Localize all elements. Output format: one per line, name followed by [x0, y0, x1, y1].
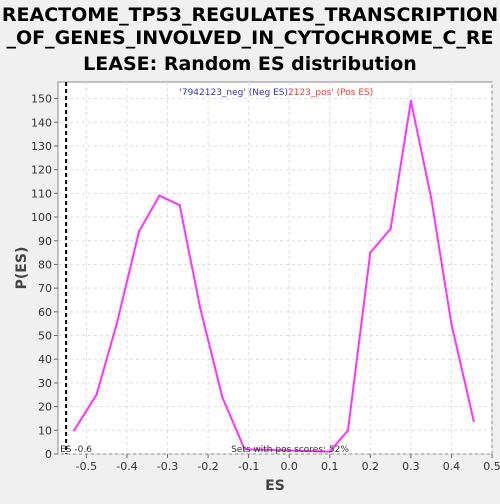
y-tick-label: 110: [31, 187, 52, 200]
data-point: [472, 419, 475, 423]
y-tick-label: 0: [45, 448, 52, 461]
data-point: [328, 450, 331, 453]
y-axis-label: P(ES): [14, 247, 30, 290]
y-tick-label: 90: [38, 235, 52, 248]
chart-title-line-2: _OF_GENES_INVOLVED_IN_CYTOCHROME_C_RE: [6, 27, 493, 49]
data-point: [450, 322, 453, 325]
data-point: [409, 99, 413, 103]
axis-ticks: -0.5 -0.4 -0.3 -0.2 -0.1 0.0 0.1 0.2 0.3 0.4 0.5 0 1…: [31, 93, 500, 473]
y-tick-label: 150: [31, 93, 52, 106]
y-tick-label: 80: [38, 258, 52, 271]
y-tick-label: 50: [38, 330, 52, 343]
x-tick-label: -0.4: [116, 460, 137, 473]
y-tick-label: 100: [31, 211, 52, 224]
y-tick-label: 120: [31, 164, 52, 177]
chart-title-line-3: LEASE: Random ES distribution: [83, 53, 417, 75]
y-tick-label: 30: [38, 377, 52, 390]
data-point: [369, 251, 372, 254]
data-point: [389, 227, 392, 231]
y-tick-label: 130: [31, 140, 52, 153]
x-tick-label: -0.3: [157, 460, 178, 473]
x-tick-label: 0.0: [280, 460, 298, 473]
x-tick-label: -0.2: [197, 460, 218, 473]
legend-neg-es: '7942123_neg' (Neg ES): [179, 88, 288, 98]
y-tick-label: 70: [38, 282, 52, 295]
y-tick-label: 140: [31, 116, 52, 129]
y-tick-label: 10: [38, 424, 52, 437]
legend-pos-es: 2123_pos' (Pos ES): [288, 88, 373, 98]
x-tick-label: -0.1: [238, 460, 259, 473]
x-tick-label: 0.2: [362, 460, 380, 473]
y-tick-label: 40: [38, 353, 52, 366]
x-tick-label: 0.3: [402, 460, 420, 473]
grid: [58, 82, 493, 455]
data-point: [73, 429, 76, 432]
plot-area: [57, 81, 493, 455]
data-point: [137, 230, 141, 233]
data-point: [115, 322, 119, 325]
data-point: [178, 204, 181, 207]
x-axis-label: ES: [265, 478, 285, 494]
x-tick-label: 0.4: [443, 460, 461, 473]
data-point: [221, 395, 224, 399]
y-tick-label: 20: [38, 401, 52, 414]
data-point: [95, 393, 98, 396]
data-point: [243, 448, 246, 451]
x-tick-label: 0.1: [321, 460, 339, 473]
series-layer: [73, 99, 475, 453]
data-point: [198, 305, 202, 309]
data-point: [346, 429, 350, 432]
data-point: [158, 194, 161, 197]
chart-title-line-1: REACTOME_TP53_REGULATES_TRANSCRIPTION: [2, 4, 498, 26]
x-tick-label: -0.5: [76, 460, 97, 473]
y-tick-label: 60: [38, 306, 52, 319]
es-annotation: ES -0.6: [60, 445, 92, 455]
sets-annotation: Sets with pos scores: 52%: [231, 445, 349, 455]
x-tick-label: 0.5: [483, 460, 500, 473]
data-point: [429, 196, 433, 200]
